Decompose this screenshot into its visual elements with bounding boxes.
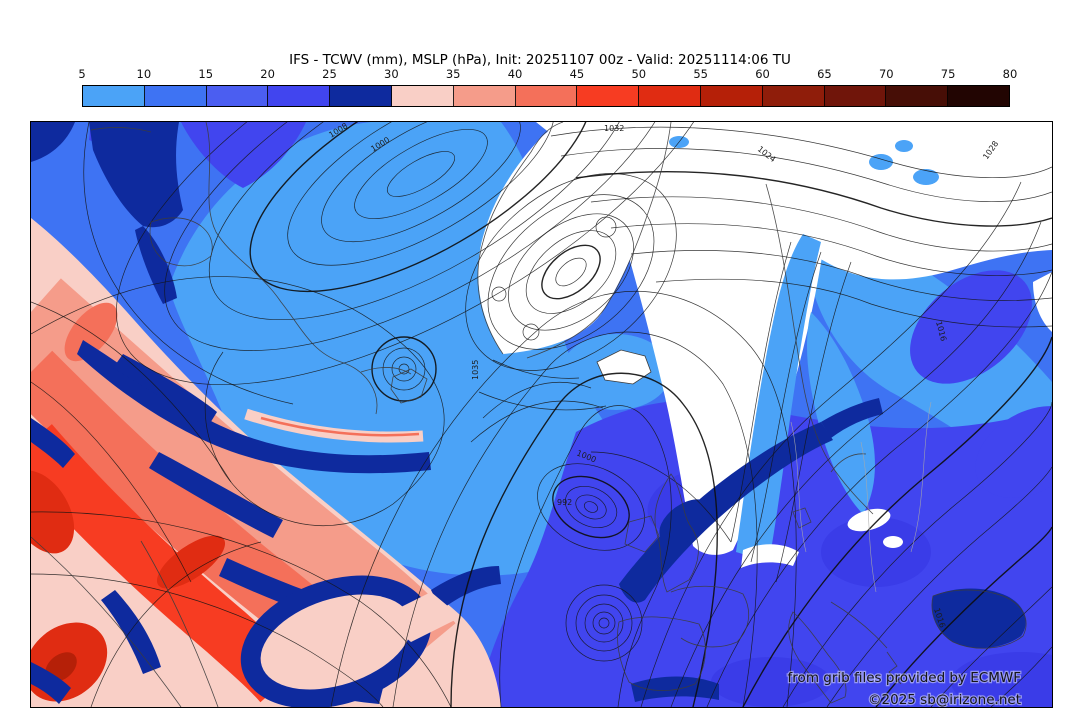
colorbar-segment: [577, 86, 640, 106]
colorbar-tick: 15: [198, 67, 214, 81]
north-sea-navy-band: [619, 422, 833, 603]
colorbar-tick: 25: [322, 67, 337, 81]
coastlines: [31, 122, 1027, 707]
colorbar-segment: [330, 86, 392, 106]
colorbar-tick: 35: [445, 67, 461, 81]
colorbar-segment: [515, 86, 578, 106]
colorbar-tick: 55: [693, 67, 708, 81]
colorbar-segment: [206, 86, 269, 106]
pressure-label: 992: [557, 498, 572, 507]
colorbar-segment: [391, 86, 454, 106]
colorbar-segment: [144, 86, 207, 106]
atlantic-navy-crescent: [77, 340, 431, 474]
colorbar-tick: 80: [1002, 67, 1018, 81]
colorbar-segment: [824, 86, 887, 106]
map-frame: 1008 1000 1032 1024 1028 1035 1000 992 1016 1016 …: [30, 121, 1053, 708]
colorbar-segment: [762, 86, 825, 106]
colorbar-tick: 40: [507, 67, 523, 81]
tcwv-fill-regions: [31, 122, 1052, 707]
colorbar-tick: 75: [940, 67, 956, 81]
pressure-label: 1032: [604, 124, 624, 133]
colorbar-tick: 65: [817, 67, 832, 81]
colorbar-tick: 70: [878, 67, 894, 81]
swirl-pink-core: [260, 594, 412, 690]
chart-title: IFS - TCWV (mm), MSLP (hPa), Init: 20251…: [289, 52, 791, 68]
colorbar-segment: [886, 86, 949, 106]
colorbar-segment: [268, 86, 331, 106]
colorbar-segment: [948, 86, 1009, 106]
colorbar-segment: [83, 86, 145, 106]
colorbar-tick-labels: 5 10 15 20 25 30 35 40 45 50 55 60 65 70 75 80: [78, 67, 1017, 81]
colorbar-tick: 30: [384, 67, 399, 81]
colorbar-tick: 60: [755, 67, 770, 81]
colorbar-segment: [639, 86, 701, 106]
colorbar-tick: 45: [569, 67, 585, 81]
colorbar-tick: 50: [631, 67, 647, 81]
colorbar-segment: [700, 86, 763, 106]
colorbar-tick: 20: [260, 67, 275, 81]
colorbar-segment: [453, 86, 516, 106]
black-sea-navy: [931, 588, 1026, 649]
attribution-copyright: ©2025 sb@irizone.net: [868, 692, 1021, 707]
colorbar-tick: 5: [78, 67, 86, 81]
colorbar-tick: 10: [136, 67, 152, 81]
pressure-label: 1035: [471, 360, 480, 380]
attribution-source: from grib files provided by ECMWF: [788, 670, 1021, 686]
isobar-lines: [31, 122, 1052, 707]
alps-white-patch: [741, 544, 799, 568]
colorbar: [82, 85, 1010, 107]
